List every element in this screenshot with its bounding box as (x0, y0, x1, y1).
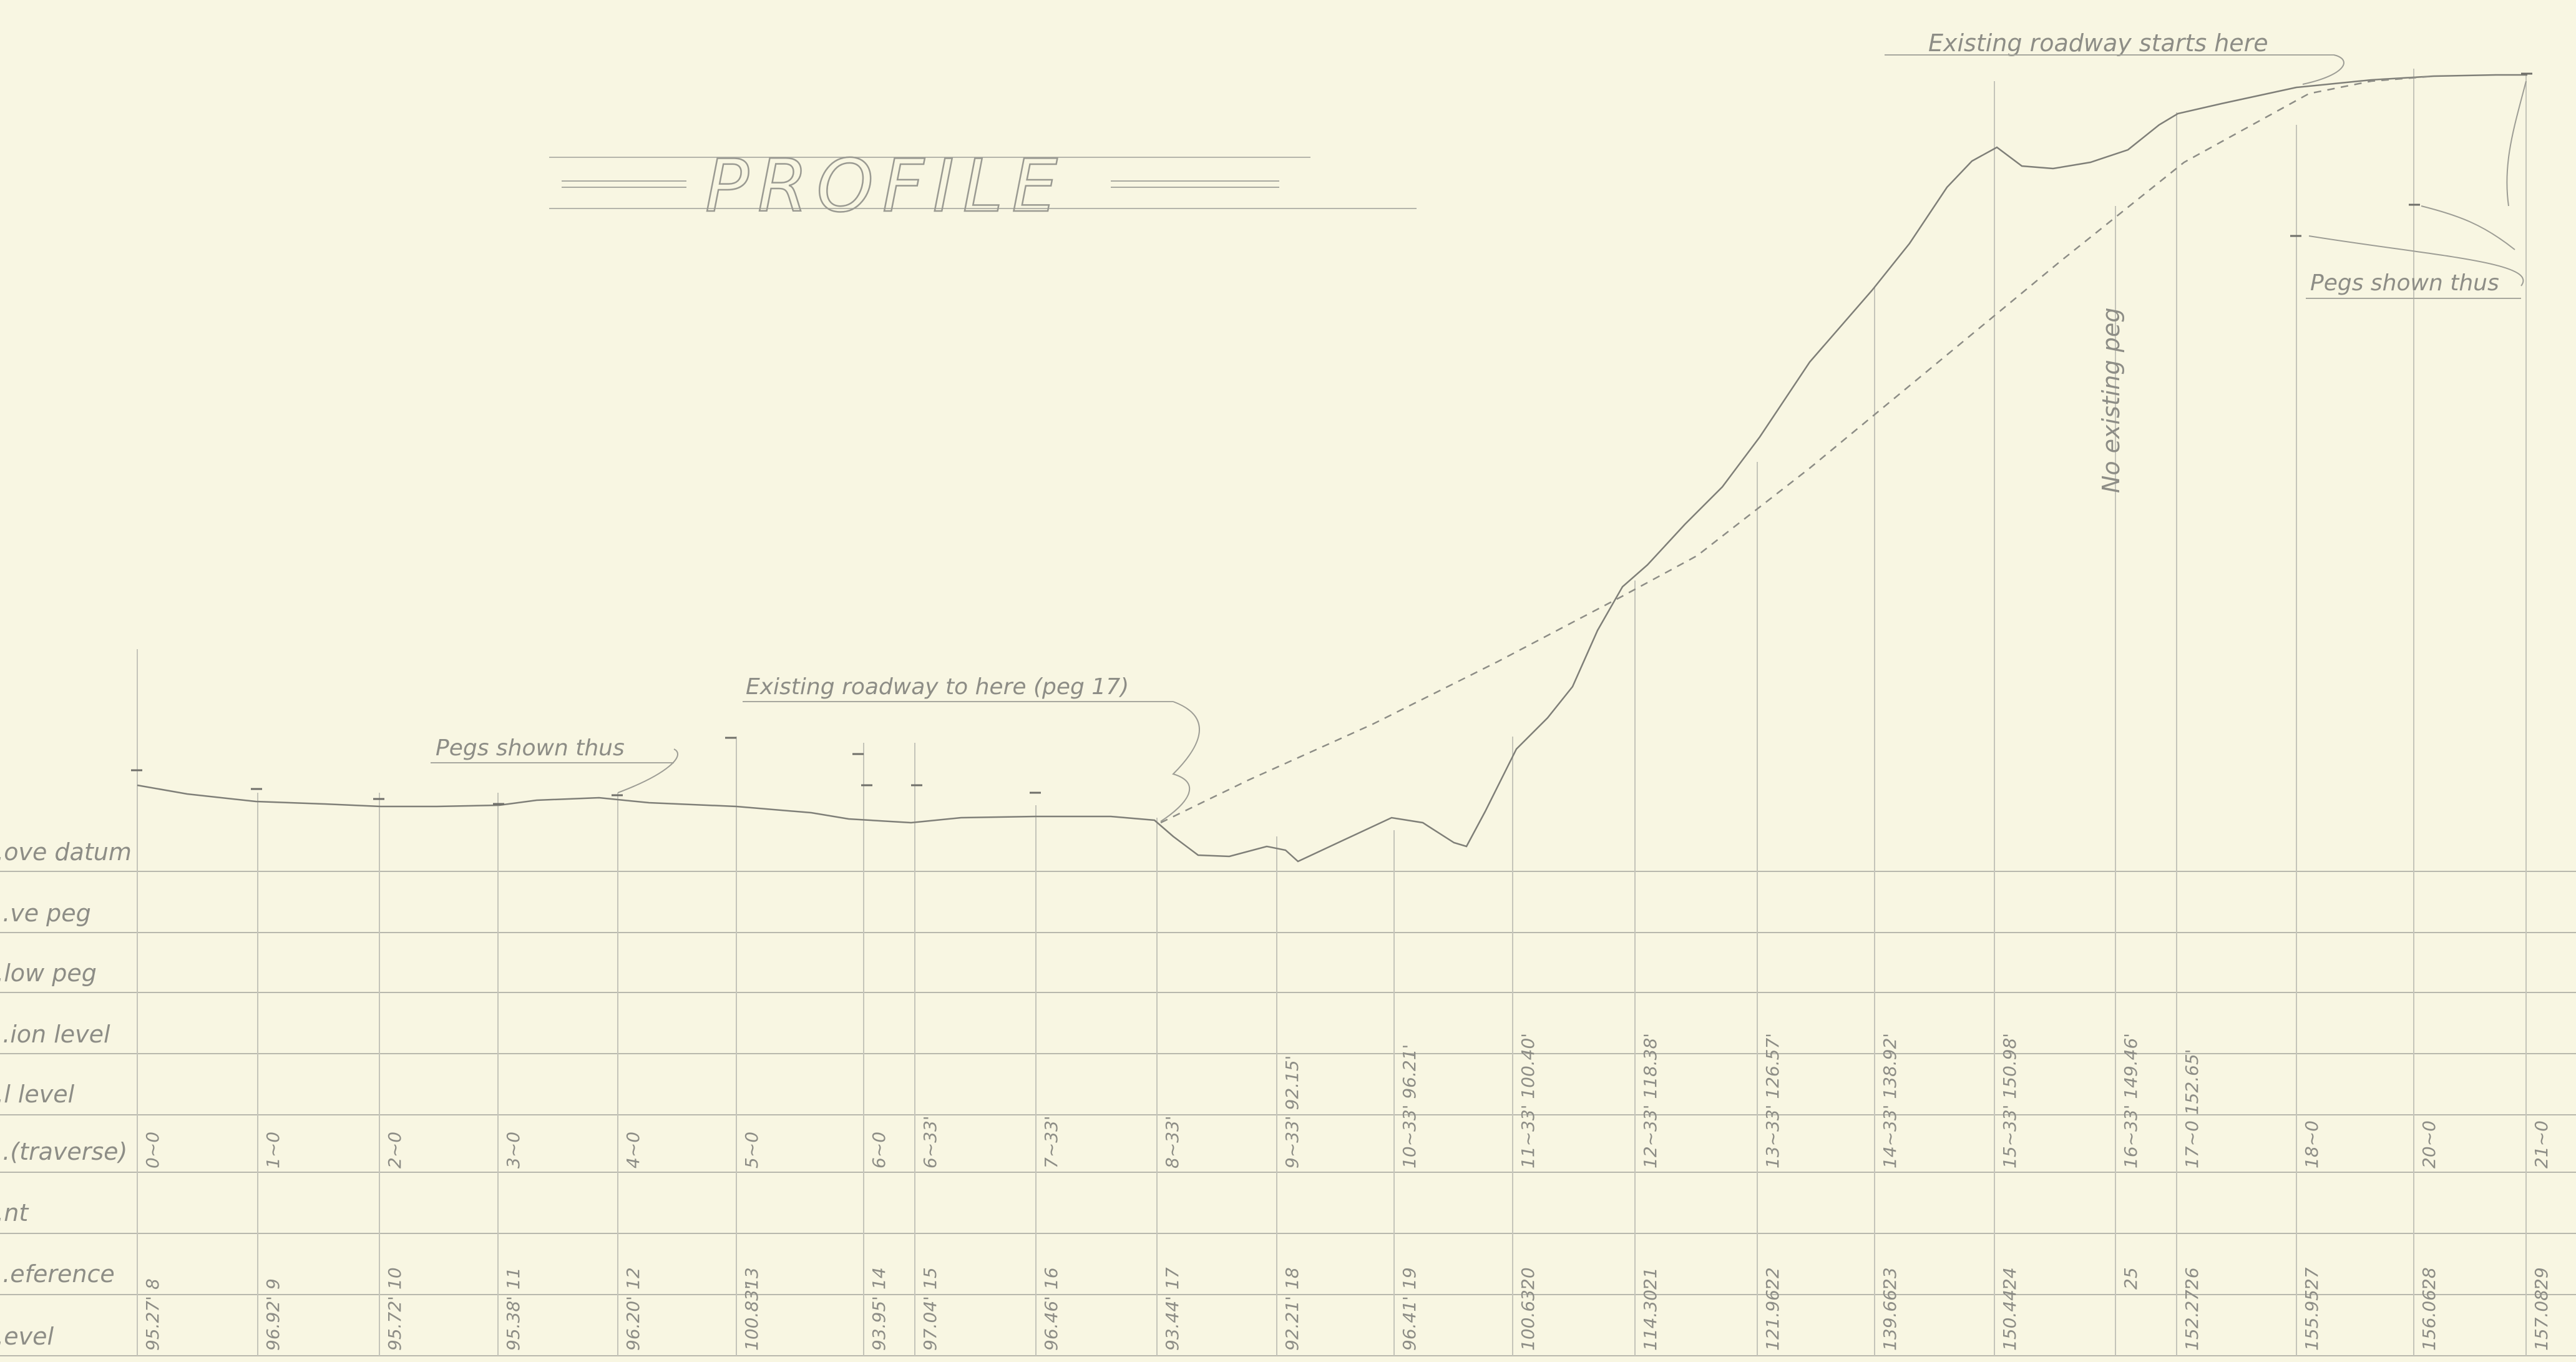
station-peg-number: 23 (1880, 1267, 1900, 1290)
station-chainage: 21~0 (2531, 1120, 2552, 1168)
row-label: ...ove datum (0, 838, 132, 866)
station-chainage: 16~33' 149.46' (2120, 1033, 2141, 1168)
station-reduced-level: 155.95' (2301, 1285, 2322, 1351)
station-reduced-level: 96.46' (1041, 1296, 1061, 1351)
station-chainage: 13~33' 126.57' (1762, 1033, 1783, 1168)
annotation-arrow (2302, 54, 2344, 85)
station-reduced-level: 95.27' (142, 1296, 163, 1351)
station-peg-number: 29 (2531, 1267, 2552, 1290)
station-peg-number: 10 (384, 1267, 405, 1290)
row-label: ...l level (0, 1080, 75, 1108)
row-label: ...(traverse) (0, 1138, 127, 1165)
station-peg-number: 19 (1399, 1267, 1420, 1290)
station-peg-number: 27 (2301, 1267, 2322, 1290)
proposed-grade-line (1160, 75, 2434, 824)
ground-profile-line (137, 74, 2527, 863)
station-reduced-level: 96.20' (623, 1296, 643, 1351)
station-reduced-level: 114.30' (1640, 1285, 1661, 1351)
station-chainage: 12~33' 118.38' (1640, 1033, 1661, 1168)
station-peg-number: 25 (2120, 1267, 2141, 1290)
station-peg-number: 13 (741, 1267, 762, 1290)
station-chainage: 14~33' 138.92' (1880, 1033, 1900, 1168)
station-reduced-level: 97.04' (920, 1296, 940, 1351)
station-peg-number: 12 (623, 1267, 643, 1290)
row-label: ...ion level (0, 1021, 110, 1048)
row-labels: ...ove datum ...ve peg ...low peg ...ion le… (0, 838, 132, 1350)
station-chainage: 3~0 (503, 1132, 524, 1168)
station-chainage: 20~0 (2419, 1120, 2439, 1168)
station-chainage: 1~0 (263, 1132, 283, 1168)
station-cells: 0~0 8 95.27' 1~0 9 96.92' 2~0 10 95.72' 3~0 11 95.3… (142, 1033, 2552, 1351)
station-chainage: 2~0 (384, 1132, 405, 1168)
station-peg-number: 20 (1518, 1267, 1538, 1290)
station-peg-number: 16 (1041, 1267, 1061, 1290)
row-label: ...nt (0, 1199, 29, 1227)
station-chainage: 17~0 152.65' (2182, 1049, 2202, 1168)
row-label: ...evel (0, 1323, 54, 1350)
station-peg-number: 21 (1640, 1267, 1661, 1290)
station-reduced-level: 156.06' (2419, 1285, 2439, 1351)
station-reduced-level: 92.21' (1282, 1296, 1302, 1351)
page-title: PROFILE (705, 144, 1066, 228)
station-peg-number: 28 (2419, 1267, 2439, 1290)
annotation-arrow (2308, 81, 2527, 287)
station-lines (137, 69, 2527, 1356)
annotation-arrow (617, 748, 678, 793)
station-reduced-level: 152.27' (2182, 1285, 2202, 1351)
row-label: ...eference (0, 1260, 115, 1288)
station-chainage: 6~33' (920, 1115, 940, 1168)
title-block: PROFILE (549, 144, 1417, 229)
peg-marks (131, 72, 2532, 805)
annotation-no-existing-peg: No existing peg (2097, 308, 2125, 493)
station-reduced-level: 96.41' (1399, 1296, 1420, 1351)
row-label: ...low peg (0, 959, 97, 987)
station-reduced-level: 95.72' (384, 1296, 405, 1351)
station-peg-number: 8 (142, 1278, 163, 1290)
station-chainage: 8~33' (1162, 1115, 1183, 1168)
station-reduced-level: 100.63' (1518, 1285, 1538, 1351)
station-peg-number: 17 (1162, 1267, 1183, 1290)
annotation-pegs-shown-left: Pegs shown thus (436, 735, 625, 761)
annotation-existing-starts: Existing roadway starts here (1928, 29, 2268, 57)
station-peg-number: 9 (263, 1278, 283, 1290)
station-chainage: 9~33' 92.15' (1282, 1056, 1302, 1168)
station-peg-number: 24 (1999, 1267, 2020, 1290)
station-peg-number: 26 (2182, 1267, 2202, 1290)
station-peg-number: 15 (920, 1267, 940, 1290)
station-chainage: 18~0 (2301, 1120, 2322, 1168)
table-horizontal-lines (0, 871, 2576, 1356)
station-reduced-level: 121.96' (1762, 1285, 1783, 1351)
station-peg-number: 22 (1762, 1267, 1783, 1290)
station-peg-number: 18 (1282, 1267, 1302, 1290)
station-chainage: 10~33' 96.21' (1399, 1044, 1420, 1168)
row-label: ...ve peg (0, 899, 91, 927)
station-chainage: 11~33' 100.40' (1518, 1033, 1538, 1168)
station-reduced-level: 100.83' (741, 1285, 762, 1351)
station-peg-number: 11 (503, 1267, 524, 1290)
annotation-existing-to-here: Existing roadway to here (peg 17) (746, 674, 1129, 700)
station-reduced-level: 150.44' (1999, 1285, 2020, 1351)
station-reduced-level: 157.08' (2531, 1285, 2552, 1351)
station-reduced-level: 139.66' (1880, 1285, 1900, 1351)
station-peg-number: 14 (869, 1267, 889, 1290)
station-reduced-level: 93.95' (869, 1296, 889, 1351)
station-chainage: 6~0 (869, 1132, 889, 1168)
station-reduced-level: 93.44' (1162, 1296, 1183, 1351)
station-reduced-level: 96.92' (263, 1296, 283, 1351)
annotation-arrow (1160, 701, 1200, 822)
station-reduced-level: 95.38' (503, 1296, 524, 1351)
station-chainage: 7~33' (1041, 1115, 1061, 1168)
station-chainage: 15~33' 150.98' (1999, 1033, 2020, 1168)
station-chainage: 0~0 (142, 1132, 163, 1168)
station-chainage: 5~0 (741, 1132, 762, 1168)
station-chainage: 4~0 (623, 1132, 643, 1168)
annotation-pegs-shown-right: Pegs shown thus (2310, 270, 2499, 296)
